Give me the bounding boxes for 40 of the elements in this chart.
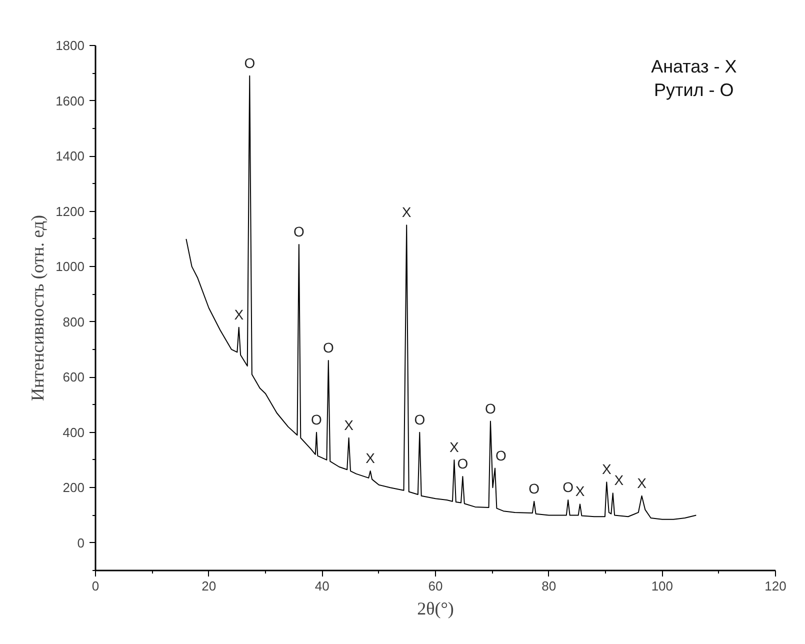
y-tick-label: 0: [77, 535, 85, 550]
x-tick-label: 40: [314, 578, 330, 594]
annotation: O: [457, 456, 468, 472]
y-axis-title: Интенсивность (отн. ед): [28, 214, 48, 402]
x-tick-label: 100: [651, 578, 674, 594]
x-tick-label: 0: [92, 578, 100, 594]
annotation: O: [311, 411, 322, 428]
annotation: O: [322, 340, 334, 356]
annotation: X: [234, 306, 244, 322]
annotation: Рутил - O: [654, 80, 734, 100]
x-axis-title: 2θ(°): [417, 598, 454, 618]
annotation: O: [562, 479, 574, 496]
x-tick-label: 120: [764, 578, 786, 594]
annotation: O: [496, 447, 507, 464]
annotation: X: [366, 450, 376, 466]
annotation: X: [602, 461, 612, 478]
annotation: X: [450, 438, 460, 455]
annotation: O: [485, 400, 496, 416]
y-tick-label: 200: [62, 480, 85, 496]
annotation: O: [244, 54, 256, 71]
annotation: X: [575, 483, 586, 500]
y-tick-label: 1200: [56, 204, 84, 219]
x-tick-label: 20: [202, 578, 216, 594]
y-tick-label: 1400: [56, 148, 84, 164]
y-tick-label: 1000: [56, 259, 84, 274]
y-tick-label: 800: [62, 314, 85, 330]
annotation: X: [614, 472, 624, 488]
annotation: Анатаз - X: [651, 56, 737, 76]
y-tick-label: 400: [62, 424, 85, 440]
annotation: O: [528, 480, 540, 496]
y-tick-label: 1800: [56, 38, 84, 53]
x-tick-label: 80: [542, 578, 556, 594]
annotation: X: [402, 204, 412, 220]
annotation: O: [293, 223, 304, 240]
annotation: O: [414, 411, 426, 428]
x-tick-label: 60: [428, 578, 443, 594]
y-tick-label: 600: [62, 370, 85, 385]
annotation: X: [637, 474, 648, 491]
annotation: X: [344, 416, 354, 433]
y-tick-label: 1600: [56, 93, 84, 108]
